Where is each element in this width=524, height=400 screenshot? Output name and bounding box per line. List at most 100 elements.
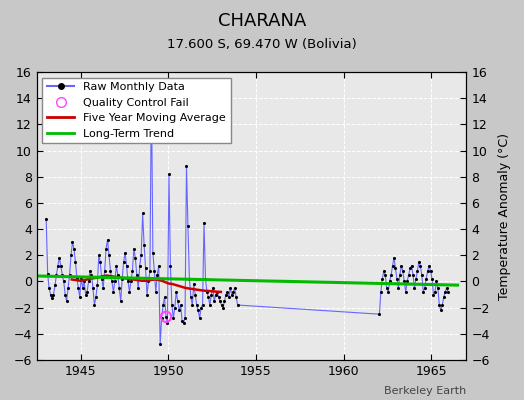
- Point: [73, 274, 81, 281]
- Point: [101, 268, 109, 274]
- Point: [149, 250, 157, 256]
- Point: [407, 262, 416, 269]
- Point: [53, 262, 62, 269]
- Point: [432, 278, 441, 285]
- Point: [207, 291, 215, 298]
- Point: [388, 262, 397, 269]
- Point: [216, 298, 224, 304]
- Point: [171, 304, 179, 311]
- Point: [150, 268, 159, 274]
- Point: [173, 298, 182, 304]
- Point: [210, 298, 219, 304]
- Point: [222, 291, 230, 298]
- Point: [96, 259, 104, 265]
- Point: [194, 307, 202, 314]
- Point: [88, 272, 96, 278]
- Point: [84, 278, 93, 285]
- Point: [79, 285, 87, 291]
- Point: [103, 236, 112, 243]
- Point: [197, 304, 205, 311]
- Point: [131, 255, 139, 261]
- Point: [125, 289, 134, 295]
- Point: [153, 272, 161, 278]
- Point: [97, 276, 106, 282]
- Point: [144, 278, 152, 285]
- Point: [200, 219, 208, 226]
- Point: [146, 268, 154, 274]
- Point: [129, 246, 138, 252]
- Point: [47, 291, 55, 298]
- Point: [60, 278, 68, 285]
- Point: [42, 216, 50, 222]
- Point: [114, 272, 122, 278]
- Point: [384, 289, 392, 295]
- Point: [179, 320, 188, 326]
- Point: [421, 285, 429, 291]
- Legend: Raw Monthly Data, Quality Control Fail, Five Year Moving Average, Long-Term Tren: Raw Monthly Data, Quality Control Fail, …: [42, 78, 231, 143]
- Point: [226, 285, 235, 291]
- Point: [394, 285, 402, 291]
- Point: [227, 291, 236, 298]
- Point: [428, 276, 436, 282]
- Point: [444, 289, 452, 295]
- Text: Berkeley Earth: Berkeley Earth: [384, 386, 466, 396]
- Point: [127, 278, 135, 285]
- Point: [214, 294, 223, 300]
- Point: [134, 285, 143, 291]
- Point: [405, 272, 413, 278]
- Point: [168, 302, 176, 308]
- Point: [66, 272, 74, 278]
- Point: [68, 239, 77, 245]
- Point: [206, 302, 214, 308]
- Point: [105, 252, 113, 258]
- Point: [431, 289, 439, 295]
- Point: [166, 262, 174, 269]
- Point: [397, 262, 406, 269]
- Point: [115, 285, 124, 291]
- Point: [90, 302, 99, 308]
- Point: [165, 171, 173, 177]
- Point: [416, 262, 424, 269]
- Point: [220, 298, 228, 304]
- Point: [45, 285, 53, 291]
- Y-axis label: Temperature Anomaly (°C): Temperature Anomaly (°C): [498, 132, 511, 300]
- Point: [187, 294, 195, 300]
- Point: [387, 272, 395, 278]
- Point: [386, 278, 394, 285]
- Point: [423, 268, 432, 274]
- Point: [192, 302, 201, 308]
- Point: [434, 285, 442, 291]
- Point: [92, 294, 100, 300]
- Point: [217, 302, 226, 308]
- Point: [229, 289, 237, 295]
- Point: [95, 252, 103, 258]
- Point: [51, 282, 59, 288]
- Point: [438, 302, 446, 308]
- Point: [143, 291, 151, 298]
- Point: [80, 278, 89, 285]
- Point: [209, 285, 217, 291]
- Point: [162, 314, 170, 320]
- Point: [162, 314, 170, 320]
- Point: [58, 272, 67, 278]
- Point: [191, 291, 200, 298]
- Point: [124, 278, 132, 285]
- Point: [413, 268, 422, 274]
- Point: [225, 294, 233, 300]
- Point: [151, 289, 160, 295]
- Point: [108, 278, 116, 285]
- Point: [83, 289, 91, 295]
- Point: [425, 262, 433, 269]
- Point: [400, 278, 408, 285]
- Point: [232, 294, 241, 300]
- Point: [418, 272, 426, 278]
- Point: [57, 262, 65, 269]
- Point: [43, 270, 52, 277]
- Point: [185, 276, 193, 282]
- Point: [61, 291, 69, 298]
- Point: [409, 272, 417, 278]
- Point: [71, 259, 80, 265]
- Point: [379, 268, 388, 274]
- Point: [177, 302, 185, 308]
- Point: [123, 262, 131, 269]
